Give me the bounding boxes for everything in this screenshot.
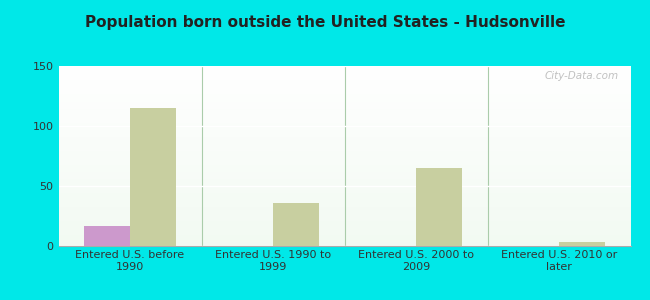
Bar (416, 168, 462, 246)
Bar (273, 203, 318, 246)
Text: Population born outside the United States - Hudsonville: Population born outside the United State… (84, 15, 566, 30)
Text: City-Data.com: City-Data.com (545, 71, 619, 81)
Bar (130, 108, 176, 246)
Bar (84, 226, 130, 246)
Bar (559, 242, 604, 246)
